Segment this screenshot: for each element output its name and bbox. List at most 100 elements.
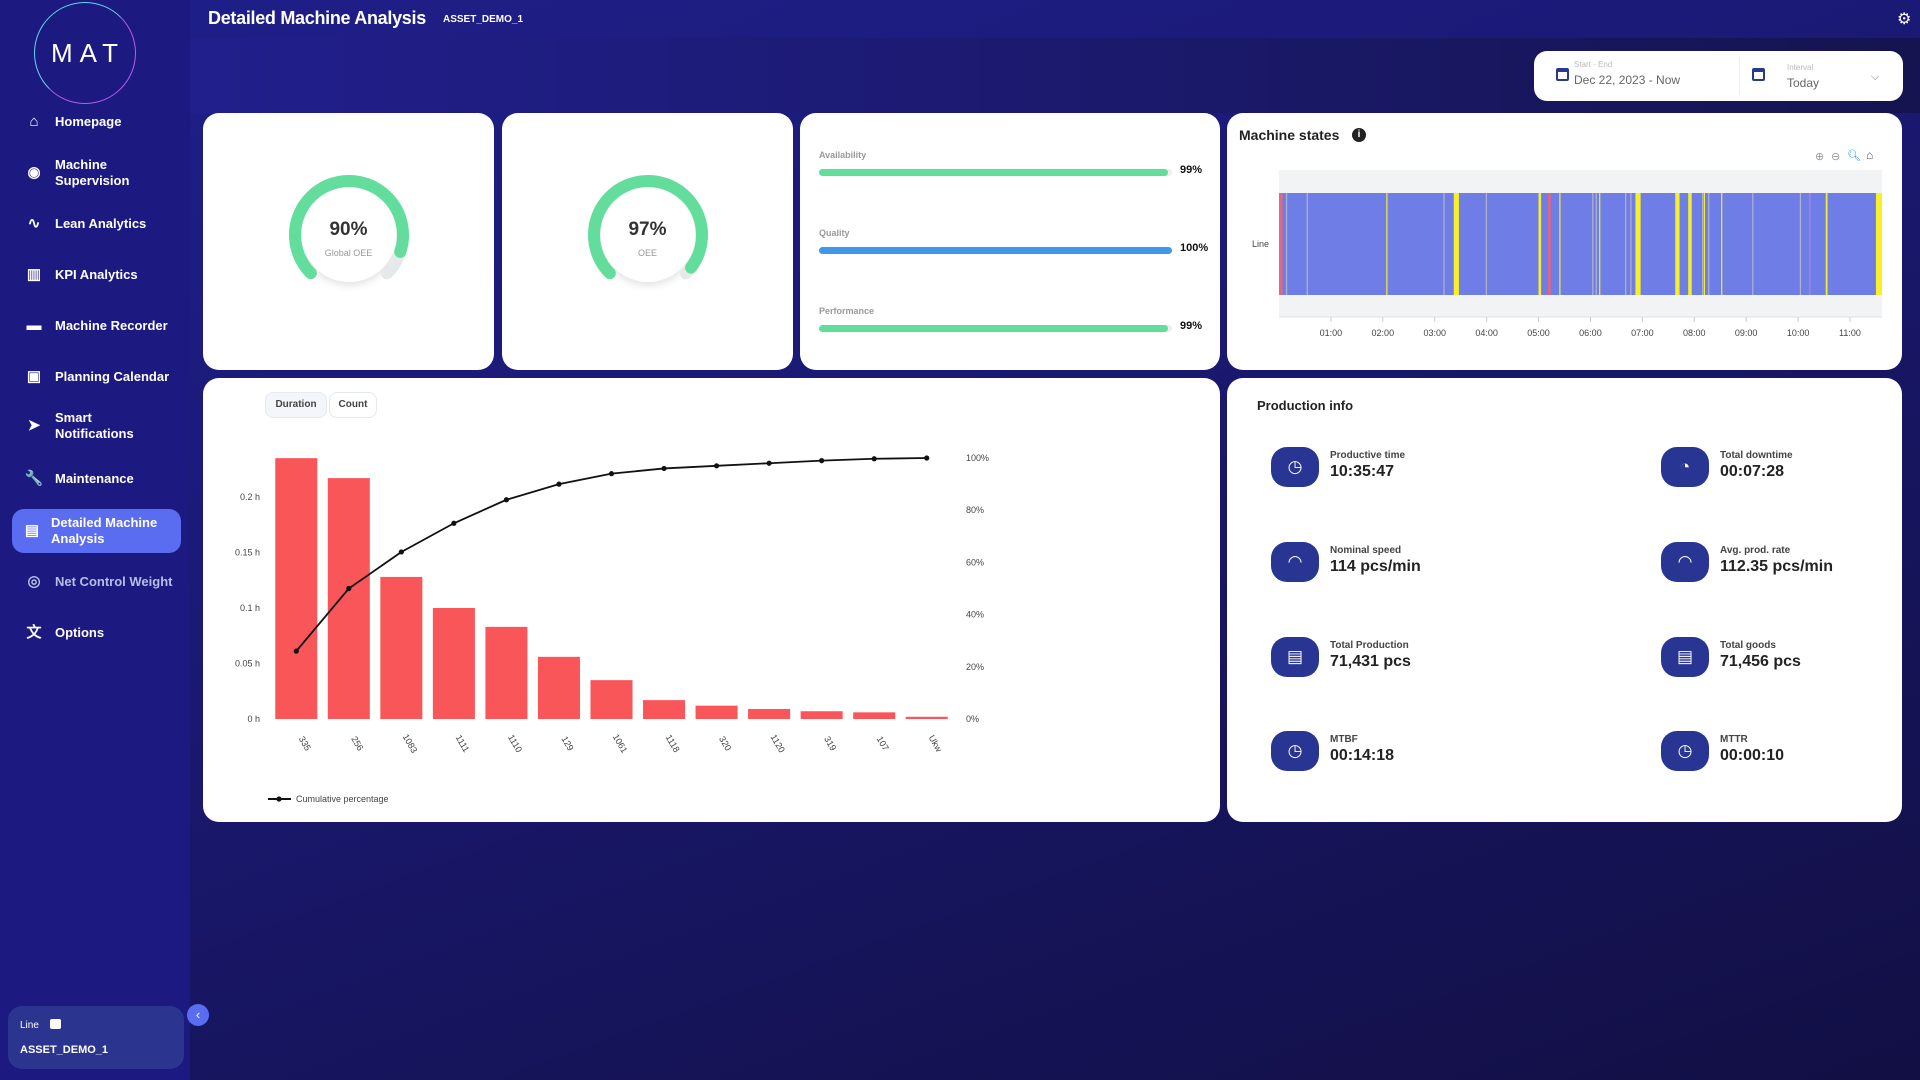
collapse-sidebar-button[interactable]: ‹	[187, 1004, 209, 1026]
stat-value: 112.35 pcs/min	[1720, 558, 1833, 575]
x-tick-label: Ukw	[927, 733, 945, 754]
reset-zoom-home-icon[interactable]: ⌂	[1866, 148, 1874, 162]
stat-label: Total Production	[1330, 640, 1409, 651]
stat-label: Avg. prod. rate	[1720, 545, 1791, 556]
x-tick-label: 1110	[506, 733, 524, 754]
gauge-label: OEE	[637, 248, 657, 258]
tick-label: 02:00	[1372, 328, 1395, 338]
legend-label: Cumulative percentage	[296, 794, 389, 804]
performance-value: 99%	[1180, 320, 1203, 332]
sidebar-item-machine-recorder[interactable]: ▬ Machine Recorder	[12, 312, 181, 340]
cumulative-point	[819, 458, 825, 464]
performance-progress-bar	[819, 325, 1172, 332]
y-left-tick-label: 0.1 h	[240, 603, 260, 613]
cumulative-point	[451, 520, 457, 526]
tick-label: 06:00	[1579, 328, 1602, 338]
archive-icon: ▤	[1271, 637, 1319, 677]
trend-line-icon: ∿	[27, 215, 41, 232]
state-segment-minor	[1443, 193, 1445, 295]
logo: MAT	[34, 2, 136, 104]
y-right-tick-label: 40%	[966, 610, 984, 620]
sidebar-item-kpi-analytics[interactable]: ▥ KPI Analytics	[12, 261, 181, 289]
tab-duration[interactable]: Duration	[265, 392, 327, 418]
y-left-tick-label: 0.15 h	[235, 548, 260, 558]
availability-label: Availability	[819, 150, 867, 160]
sidebar-item-options[interactable]: 文 Options	[12, 619, 181, 647]
list-icon[interactable]	[50, 1019, 61, 1029]
sidebar-item-machine-supervision[interactable]: ◉ Machine Supervision	[12, 157, 181, 188]
stat-label: MTBF	[1330, 734, 1358, 745]
sidebar-item-label: Detailed Machine Analysis	[51, 515, 158, 546]
asset-name: ASSET_DEMO_1	[443, 14, 524, 25]
progress-fill	[819, 169, 1169, 176]
production-info-title: Production info	[1257, 398, 1354, 413]
speedometer-icon: ◠	[1661, 542, 1709, 582]
tab-count[interactable]: Count	[329, 392, 377, 418]
state-segment-minor	[1702, 193, 1704, 295]
sidebar-item-label: KPI Analytics	[55, 267, 138, 282]
line-selector[interactable]: Line ASSET_DEMO_1	[8, 1006, 184, 1069]
state-segment-minor	[1799, 193, 1802, 295]
zoom-out-icon[interactable]: ⊖	[1831, 151, 1841, 163]
state-segment-minor	[1285, 193, 1288, 295]
state-segment-minor	[1625, 193, 1627, 295]
home-icon: ⌂	[29, 113, 39, 130]
sidebar-item-planning-calendar[interactable]: ▣ Planning Calendar	[12, 363, 181, 391]
bar-319	[800, 711, 843, 719]
bar-107	[853, 712, 896, 719]
state-segment-minor	[1752, 193, 1754, 295]
quality-value: 100%	[1180, 242, 1209, 254]
cumulative-point	[608, 471, 615, 477]
gauge-fill	[588, 175, 708, 295]
y-left-tick-label: 0.05 h	[235, 659, 260, 669]
sidebar-item-label: Machine Supervision	[55, 157, 130, 188]
zoom-in-icon[interactable]: ⊕	[1815, 151, 1825, 163]
y-right-tick-label: 0%	[966, 714, 979, 724]
tick-label: 08:00	[1683, 328, 1706, 338]
sidebar-item-smart-notifications[interactable]: ➤ Smart Notifications	[12, 410, 181, 441]
state-segment-stop	[1703, 193, 1705, 295]
state-segment-stop	[1559, 193, 1561, 295]
interval-select[interactable]: Today	[1787, 76, 1820, 90]
x-tick-label: 1120	[769, 733, 787, 755]
pareto-chart: 0 h 0.05 h 0.1 h 0.15 h 0.2 h 0% 20% 40% 60% 80% 1…	[235, 453, 989, 804]
sidebar-item-maintenance[interactable]: 🔧 Maintenance	[12, 465, 181, 493]
chevron-down-icon[interactable]: ⌵	[1871, 71, 1880, 83]
stat-value: 00:14:18	[1330, 747, 1395, 764]
zoom-select-icon[interactable]: 🔍︎	[1847, 150, 1861, 162]
state-segment-fault	[1279, 193, 1283, 295]
gear-icon[interactable]: ⚙	[1897, 11, 1912, 28]
cumulative-point	[556, 481, 562, 487]
bar-chart-icon: ▥	[26, 266, 42, 283]
sidebar-item-detailed-machine-analysis[interactable]: ▤ Detailed Machine Analysis	[12, 509, 181, 553]
state-segment-other	[1809, 193, 1811, 295]
state-segment-minor	[1485, 193, 1487, 295]
progress-fill	[819, 325, 1169, 332]
global-oee-card: 90% Global OEE	[203, 113, 494, 370]
translate-icon: 文	[26, 624, 42, 641]
gauge-label: Global OEE	[324, 248, 373, 258]
sidebar-item-net-control-weight[interactable]: ◎ Net Control Weight	[12, 568, 181, 596]
state-segment-stop	[1675, 193, 1680, 295]
sidebar-item-lean-analytics[interactable]: ∿ Lean Analytics	[12, 210, 181, 238]
line-value: ASSET_DEMO_1	[20, 1044, 109, 1056]
wrench-icon: 🔧	[24, 470, 44, 487]
tick-label: 03:00	[1423, 328, 1446, 338]
sidebar-item-homepage[interactable]: ⌂ Homepage	[12, 108, 181, 136]
production-stat-mttr: ◷ MTTR 00:00:10	[1661, 731, 1881, 781]
state-running	[1279, 193, 1882, 295]
info-icon[interactable]: i	[1352, 128, 1366, 142]
y-right-tick-label: 80%	[966, 505, 984, 515]
speedometer-icon: ◠	[1271, 542, 1319, 582]
stat-value: 10:35:47	[1330, 463, 1395, 480]
tick-label: 01:00	[1320, 328, 1343, 338]
line-label: Line	[20, 1020, 39, 1031]
sidebar-item-label: Smart Notifications	[55, 410, 134, 441]
production-stat-total-downtime: ◔ Total downtime 00:07:28	[1661, 447, 1881, 497]
x-tick-label: 129	[559, 734, 575, 752]
x-tick-label: 320	[717, 734, 733, 752]
date-range-input[interactable]: Dec 22, 2023 - Now	[1574, 73, 1681, 87]
oee-factors-card: Availability 99% Quality 100% Performance 99%	[800, 113, 1220, 370]
stat-value: 114 pcs/min	[1330, 558, 1421, 575]
cumulative-point	[871, 456, 877, 462]
